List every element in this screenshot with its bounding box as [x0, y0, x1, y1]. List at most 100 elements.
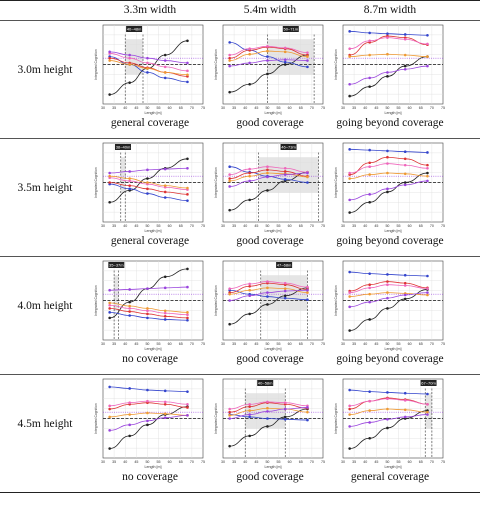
x-tick-label: 40 — [123, 224, 127, 228]
data-point-red — [163, 402, 167, 406]
x-tick-label: 35 — [352, 460, 356, 464]
x-tick-label: 55 — [157, 342, 161, 346]
data-point-purple — [368, 193, 371, 196]
x-axis-label: Length [m] — [265, 111, 282, 115]
data-point-black — [283, 294, 287, 298]
coverage-panel-chart: 30 35 40 45 50 55 60 65 70 75 Length [m] Integrated… — [94, 378, 205, 469]
data-point-orange — [186, 186, 189, 190]
data-point-pink — [348, 404, 351, 408]
x-tick-label: 60 — [408, 342, 412, 346]
x-tick-label: 35 — [112, 224, 116, 228]
data-point-pink — [386, 36, 389, 39]
data-point-black — [248, 82, 251, 86]
data-point-red — [368, 161, 371, 165]
data-point-purple — [348, 305, 351, 309]
data-point-purple — [146, 419, 149, 423]
data-point-black — [368, 85, 371, 88]
data-point-purple — [108, 288, 111, 292]
data-point-purple — [108, 429, 111, 432]
x-tick-label: 45 — [374, 224, 378, 228]
x-tick-label: 40 — [363, 224, 367, 228]
data-point-orange — [146, 307, 149, 310]
x-tick-label: 45 — [254, 460, 258, 464]
column-header-8-7m: 8.7m width — [363, 4, 417, 16]
data-point-black — [386, 190, 389, 194]
x-axis-label: Length [m] — [145, 465, 162, 469]
data-point-pink — [426, 42, 429, 46]
data-point-red — [186, 316, 189, 320]
data-point-black — [163, 275, 167, 279]
data-point-orange — [163, 412, 167, 416]
data-point-pink — [283, 281, 287, 285]
data-point-black — [348, 94, 351, 98]
x-tick-label: 45 — [254, 106, 258, 110]
data-point-purple — [228, 299, 231, 302]
data-point-purple — [228, 417, 231, 420]
x-tick-label: 75 — [201, 342, 205, 346]
data-point-purple — [266, 291, 269, 294]
data-point-blue — [368, 148, 371, 152]
data-point-pink — [266, 165, 269, 168]
row-header-4-5m: 4.5m height — [17, 418, 73, 430]
data-point-pink — [266, 400, 269, 404]
coverage-panel-chart: 40~48m 30 35 40 45 50 55 60 65 70 75 Length [m] Inte… — [94, 24, 205, 115]
data-point-red — [403, 157, 407, 161]
x-tick-label: 35 — [112, 106, 116, 110]
x-tick-label: 45 — [134, 224, 138, 228]
data-point-purple — [306, 59, 309, 62]
data-point-black — [146, 177, 149, 180]
data-point-purple — [348, 82, 351, 86]
data-point-orange — [386, 407, 389, 411]
x-axis-label: Length [m] — [385, 111, 402, 115]
data-point-purple — [426, 291, 429, 294]
data-point-pink — [348, 47, 351, 50]
data-point-black — [368, 318, 371, 321]
coverage-caption: good coverage — [236, 471, 304, 483]
data-point-black — [403, 297, 407, 301]
coverage-panel-chart: 30 35 40 45 50 55 60 65 70 75 Length [m] Integrated… — [334, 260, 445, 351]
data-point-pink — [266, 45, 269, 48]
data-point-orange — [128, 177, 131, 180]
data-point-purple — [248, 294, 251, 298]
x-tick-label: 75 — [201, 106, 205, 110]
x-tick-label: 75 — [441, 106, 445, 110]
x-tick-label: 40 — [243, 460, 247, 464]
data-point-red — [128, 184, 131, 187]
data-point-red — [163, 190, 167, 194]
x-tick-label: 35 — [232, 106, 236, 110]
x-tick-label: 50 — [145, 460, 149, 464]
data-point-black — [283, 415, 287, 419]
data-point-black — [368, 200, 371, 204]
data-point-orange — [108, 174, 111, 178]
x-tick-label: 75 — [441, 224, 445, 228]
data-point-red — [248, 284, 251, 288]
data-point-black — [108, 316, 111, 320]
data-point-pink — [163, 65, 167, 69]
data-point-red — [248, 405, 251, 408]
data-point-black — [186, 157, 189, 161]
range-label-box — [420, 380, 437, 386]
data-point-orange — [163, 309, 167, 313]
data-point-purple — [403, 415, 407, 419]
data-point-orange — [403, 408, 407, 412]
coverage-range-band — [120, 157, 126, 193]
data-point-blue — [386, 149, 389, 153]
data-point-pink — [368, 286, 371, 290]
data-point-orange — [146, 67, 149, 70]
data-point-pink — [248, 167, 251, 171]
data-point-orange — [146, 411, 149, 415]
data-point-pink — [403, 399, 407, 402]
data-point-purple — [348, 198, 351, 202]
data-point-orange — [283, 287, 287, 290]
data-point-orange — [228, 59, 231, 62]
x-tick-label: 70 — [310, 460, 314, 464]
data-point-red — [368, 283, 371, 286]
data-point-purple — [266, 410, 269, 413]
x-tick-label: 75 — [321, 342, 325, 346]
data-point-orange — [128, 304, 131, 308]
data-point-blue — [128, 314, 131, 317]
x-tick-label: 50 — [145, 224, 149, 228]
column-header-5-4m: 5.4m width — [243, 4, 297, 16]
data-point-blue — [403, 391, 407, 395]
coverage-panel-chart: 67~70m 30 35 40 45 50 55 60 65 70 75 Length [m] Inte… — [334, 378, 445, 469]
